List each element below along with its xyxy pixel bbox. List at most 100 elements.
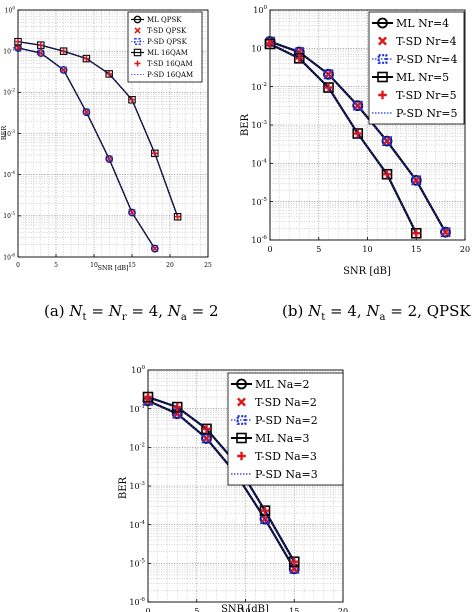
caption-a: (a) Nt = Nr = 4, Na = 2 [44,302,219,323]
legend-entry: ML Nr=5 [396,71,449,84]
x-axis-label: SNR [dB] [343,266,391,277]
chart-panel-a: 0 5 10 15 20 25 100 10-1 10-2 10-3 10-4 10-5 10-6 SNR… [0,5,212,272]
x-tick-label: 0 [16,262,20,269]
series-5 [143,392,299,567]
legend-marker [377,54,388,64]
y-axis-label: BER [240,113,251,136]
x-tick-label: 0 [145,607,150,612]
legend-entry: P-SD Nr=4 [396,53,457,66]
y-tick-label: 100 [5,5,16,14]
y-tick-label: 10-1 [3,47,15,56]
y-tick-label: 100 [253,5,267,15]
data-point [82,54,91,63]
series-line [147,400,295,570]
legend-entry: T-SD Nr=4 [396,35,457,48]
series-6 [269,43,417,234]
data-point [323,69,334,80]
data-point [440,227,451,238]
x-tick-label: 15 [128,262,136,269]
legend-entry: ML Na=3 [255,432,309,445]
legend-entry: ML 16QAM [147,49,188,57]
data-point [14,44,22,52]
caption-b: (b) Nt = 4, Na = 2, QPSK [282,302,471,323]
legend-marker [134,60,141,67]
data-point [105,70,113,78]
legend-marker [378,90,387,100]
legend-entry: T-SD Na=2 [255,396,317,409]
legend-marker [377,17,388,29]
data-point [37,49,44,57]
series-line [269,41,447,233]
legend-entry: ML Nr=4 [396,17,449,30]
legend-entry: ML QPSK [147,16,182,24]
data-point [128,209,136,216]
data-point [381,168,393,180]
x-tick-label: 10 [240,607,250,612]
data-point [288,556,300,568]
data-point [411,175,422,186]
y-tick-label: 10-2 [251,82,267,92]
data-point [14,37,22,46]
x-axis-label: SNR [dB] [97,264,128,272]
y-axis-label: BER [118,476,129,499]
data-point [142,391,154,403]
y-tick-label: 10-3 [129,481,145,491]
data-point [59,47,68,55]
legend-marker [237,451,246,461]
data-point [265,39,275,49]
data-point [60,66,68,74]
legend-marker [377,71,388,83]
data-point [60,48,67,55]
series-3 [14,44,159,253]
series-line [269,43,417,234]
x-tick-label: 5 [194,607,199,612]
y-tick-label: 10-1 [251,44,267,54]
y-tick-label: 10-3 [3,129,15,138]
series-6 [147,396,295,563]
x-tick-label: 15 [411,245,421,254]
data-point [324,83,333,92]
legend-entry: P-SD Nr=5 [396,107,457,120]
x-tick-label: 5 [316,245,321,254]
legend-entry: P-SD Na=3 [255,468,318,481]
y-tick-label: 10-1 [129,404,145,414]
legend-entry: P-SD QPSK [147,38,188,46]
data-point [151,245,159,253]
legend-entry: T-SD 16QAM [147,60,193,68]
y-tick-label: 10-3 [251,120,267,130]
data-point [382,169,392,179]
legend-entry: P-SD 16QAM [147,71,193,79]
legend-marker [236,432,247,444]
legend: ML Na=2 T-SD Na=2 P-SD Na=2 ML Na=3 T-SD Na=… [227,372,344,486]
x-tick-label: 20 [338,607,348,612]
y-axis-label: BER [0,125,8,141]
legend-entry: T-SD QPSK [147,27,187,35]
series-3 [265,36,451,238]
data-point [382,136,392,147]
y-tick-label: 10-4 [251,159,267,169]
data-point [173,213,182,221]
legend: ML Nr=4 T-SD Nr=4 P-SD Nr=4 ML Nr=5 T-SD Nr=… [368,11,465,125]
legend-entry: T-SD Na=3 [255,450,317,463]
data-point [143,392,153,402]
y-tick-label: 10-5 [129,559,145,569]
legend-marker [134,38,141,45]
legend-marker [133,15,142,24]
series-line [147,396,295,563]
data-point [201,423,212,435]
x-axis-label: SNR [dB] [221,604,269,612]
data-point [14,44,22,52]
data-point [106,70,113,77]
data-point [264,38,276,50]
legend-entry: P-SD Na=2 [255,414,318,427]
chart-panel-b: 0 5 10 15 20 100 10-1 10-2 10-3 10-4 10-5 10-6 SNR [… [240,5,470,277]
y-tick-label: 10-4 [129,520,145,530]
x-tick-label: 0 [267,245,272,254]
legend-marker [236,378,247,390]
data-point [352,100,363,111]
y-tick-label: 10-2 [3,88,15,97]
y-tick-label: 10-5 [251,197,267,207]
data-point [37,49,45,57]
series-5 [265,39,421,238]
